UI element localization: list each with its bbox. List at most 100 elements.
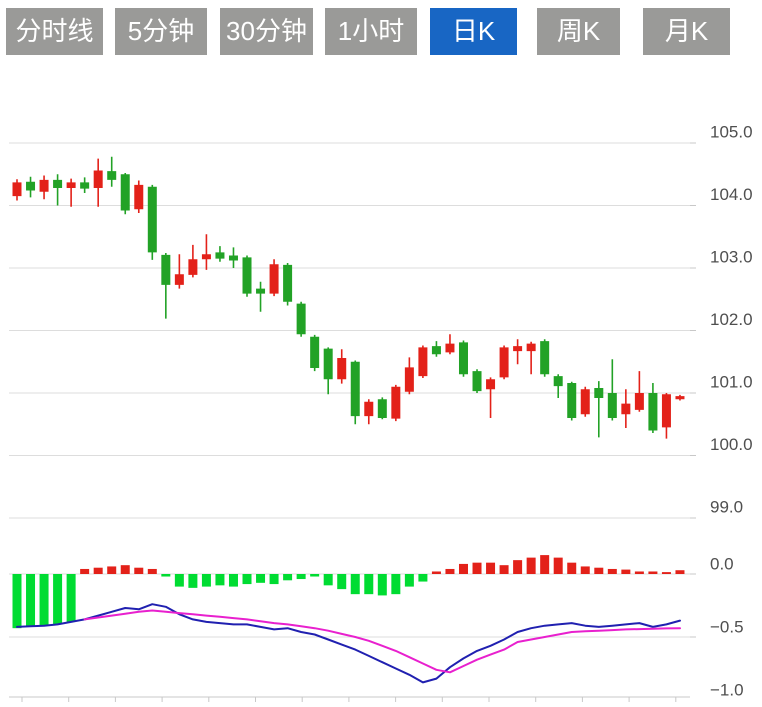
candle-body xyxy=(661,394,671,428)
price-axis-label: 104.0 xyxy=(710,185,753,204)
candlestick-series xyxy=(12,156,685,439)
candle-body xyxy=(526,343,536,352)
price-axis-label: 101.0 xyxy=(710,372,753,391)
macd-bar xyxy=(39,574,49,626)
macd-bar xyxy=(161,574,171,577)
macd-bar xyxy=(188,574,198,588)
macd-bar xyxy=(472,562,482,574)
candle-body xyxy=(621,403,631,415)
price-axis-label: 99.0 xyxy=(710,497,743,516)
macd-bar xyxy=(296,574,306,580)
macd-bar xyxy=(648,571,658,574)
macd-bar xyxy=(107,566,117,574)
macd-bar xyxy=(661,572,671,574)
macd-bar xyxy=(364,574,374,595)
macd-bar xyxy=(26,574,36,627)
candle-body xyxy=(337,358,347,380)
candle-body xyxy=(120,174,130,211)
macd-bar xyxy=(675,570,685,574)
candle-body xyxy=(174,274,184,285)
candle-body xyxy=(66,182,76,188)
macd-bar xyxy=(621,569,631,574)
candle-body xyxy=(188,259,198,275)
macd-bar xyxy=(215,574,225,586)
candle-body xyxy=(147,186,157,253)
candle-body xyxy=(458,342,468,375)
macd-bar xyxy=(256,574,266,583)
candle-body xyxy=(553,376,563,387)
macd-bar xyxy=(513,560,523,574)
macd-bar xyxy=(174,574,184,587)
candle-body xyxy=(675,396,685,400)
candle-body xyxy=(607,393,617,418)
macd-axis-label: −0.5 xyxy=(710,617,744,636)
candle-body xyxy=(431,346,441,355)
candle-body xyxy=(310,336,320,368)
macd-bar xyxy=(350,574,360,595)
candle-body xyxy=(445,343,455,353)
macd-bar xyxy=(391,574,401,595)
candle-body xyxy=(242,257,252,294)
candle-body xyxy=(26,181,36,191)
macd-bar xyxy=(120,565,130,574)
macd-bar xyxy=(486,562,496,574)
macd-bar xyxy=(445,568,455,574)
candle-body xyxy=(228,255,238,261)
macd-bar xyxy=(634,571,644,574)
tab-30min[interactable]: 30分钟 xyxy=(220,8,313,55)
macd-bar xyxy=(540,555,550,574)
macd-bar xyxy=(418,574,428,582)
candle-body xyxy=(513,346,523,352)
candle-body xyxy=(377,399,387,418)
macd-bar xyxy=(404,574,414,587)
tab-1hour[interactable]: 1小时 xyxy=(325,8,417,55)
candle-body xyxy=(161,254,171,285)
dea-line xyxy=(83,609,681,674)
macd-bar xyxy=(431,571,441,574)
macd-bar xyxy=(201,574,211,587)
candle-body xyxy=(296,303,306,335)
macd-bar xyxy=(594,567,604,574)
candle-body xyxy=(648,393,658,431)
macd-bar xyxy=(553,557,563,574)
macd-bar xyxy=(269,574,279,585)
candle-body xyxy=(580,389,590,415)
candle-body xyxy=(499,347,509,378)
macd-bar xyxy=(53,574,63,625)
candle-body xyxy=(418,347,428,377)
candle-body xyxy=(201,254,211,260)
candle-body xyxy=(391,386,401,419)
candle-body xyxy=(53,179,63,188)
tab-weekly-k[interactable]: 周K xyxy=(537,8,620,55)
candle-body xyxy=(39,179,49,192)
price-gridlines: 105.0 104.0 103.0 102.0 101.0 100.0 99.0 xyxy=(9,122,753,519)
candle-body xyxy=(404,367,414,392)
macd-bar xyxy=(607,568,617,574)
macd-bar xyxy=(458,563,468,574)
candle-body xyxy=(215,252,225,259)
candle-body xyxy=(567,383,577,418)
tab-5min[interactable]: 5分钟 xyxy=(115,8,207,55)
candle-body xyxy=(256,288,266,294)
chart-period-toolbar: 分时线 5分钟 30分钟 1小时 日K 周K 月K xyxy=(0,0,762,62)
macd-bar xyxy=(526,557,536,574)
macd-bar xyxy=(12,574,22,629)
macd-bar xyxy=(377,574,387,596)
price-axis-label: 102.0 xyxy=(710,310,753,329)
candle-body xyxy=(134,184,144,210)
macd-bar xyxy=(80,568,90,574)
macd-bar xyxy=(242,574,252,585)
tab-monthly-k[interactable]: 月K xyxy=(643,8,730,55)
macd-axis-label: −1.0 xyxy=(710,680,744,699)
price-axis-label: 100.0 xyxy=(710,435,753,454)
price-axis-label: 105.0 xyxy=(710,122,753,141)
candle-body xyxy=(364,401,374,417)
candle-body xyxy=(350,361,360,417)
tab-time-line[interactable]: 分时线 xyxy=(6,8,103,55)
tab-daily-k[interactable]: 日K xyxy=(430,8,517,55)
macd-bar xyxy=(580,566,590,574)
candle-body xyxy=(323,348,333,380)
macd-bar xyxy=(567,562,577,574)
